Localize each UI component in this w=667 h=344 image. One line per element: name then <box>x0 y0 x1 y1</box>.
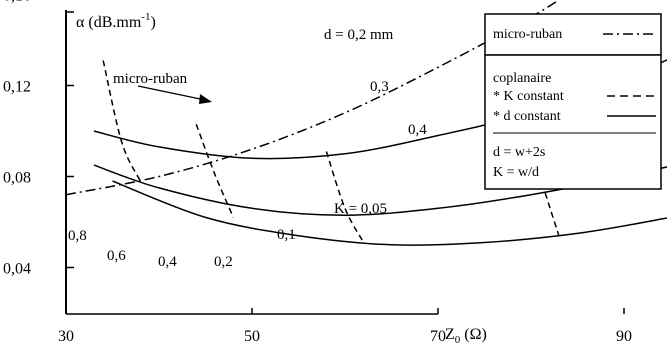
series-line-d-3 <box>112 180 667 246</box>
y-axis-label-exponent: -1 <box>141 11 150 23</box>
k-constant-line-1 <box>195 123 235 218</box>
annotation-k-02: 0,2 <box>214 254 233 270</box>
legend-k-constant: * K constant <box>493 89 564 104</box>
y-axis-label: α (dB.mm-1) <box>76 11 156 31</box>
x-axis-label: Z0 (Ω) <box>445 326 487 344</box>
annotation-k-06: 0,6 <box>107 248 126 264</box>
legend: micro-ruban coplanaire * K constant * d … <box>484 13 662 190</box>
y-tick-label: 0,16 <box>3 0 31 5</box>
k-constant-line-0 <box>102 60 142 182</box>
x-tick-label: 50 <box>244 328 260 344</box>
legend-formula-d: d = w+2s <box>493 145 545 160</box>
annotation-k-005: K = 0,05 <box>334 201 387 217</box>
x-axis-label-unit: (Ω) <box>460 326 487 343</box>
legend-coplanaire: coplanaire <box>493 71 551 86</box>
x-axis-label-subscript: 0 <box>455 334 461 344</box>
k-constant-line-2 <box>325 151 365 243</box>
x-tick-label: 90 <box>616 328 632 344</box>
legend-d-constant: * d constant <box>493 109 561 124</box>
x-tick-label: 70 <box>430 328 446 344</box>
series-line-micro-ruban <box>65 0 560 196</box>
y-axis-label-close: ) <box>150 14 155 31</box>
annotation-d-03: 0,3 <box>370 79 389 95</box>
annotation-arrow-line <box>137 85 206 101</box>
annotation-k-04: 0,4 <box>158 254 177 270</box>
series-line-d-2 <box>93 164 667 216</box>
legend-formula-k: K = w/d <box>493 165 539 180</box>
y-tick-label: 0,08 <box>3 170 31 187</box>
annotation-d-02: d = 0,2 mm <box>324 27 394 43</box>
annotation-k-08: 0,8 <box>68 228 87 244</box>
tick-group: 0,040,080,120,160,2030507090110130150 <box>3 0 632 344</box>
legend-box-bottom <box>484 54 662 190</box>
y-tick-label: 0,12 <box>3 79 31 96</box>
legend-micro-ruban: micro-ruban <box>493 27 562 42</box>
annotation-k-01: 0,1 <box>277 227 296 243</box>
y-tick-label: 0,04 <box>3 261 31 278</box>
annotation-micro-ruban: micro-ruban <box>113 71 188 87</box>
x-tick-label: 30 <box>58 328 74 344</box>
annotation-arrow-head <box>199 94 212 104</box>
annotation-d-04: 0,4 <box>408 122 427 138</box>
